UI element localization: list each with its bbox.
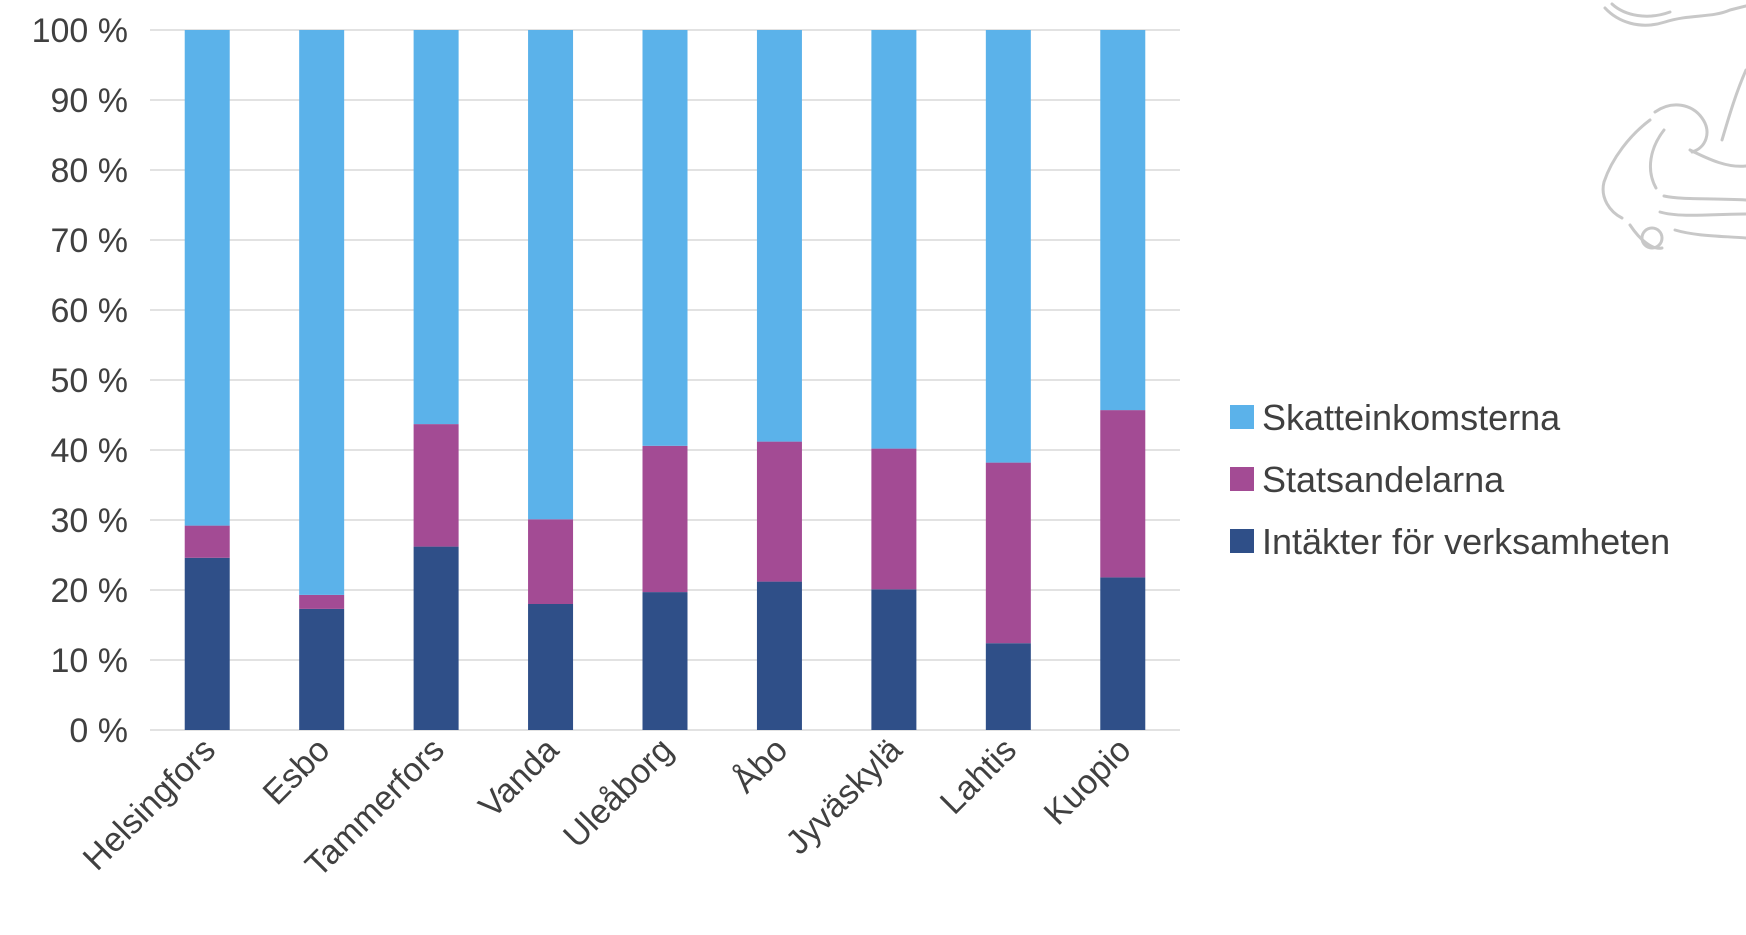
bar-segment	[642, 30, 688, 446]
bar-segment	[642, 445, 688, 593]
bar-segment	[299, 594, 345, 609]
y-tick-label: 90 %	[51, 82, 129, 120]
legend-label: Skatteinkomsterna	[1262, 397, 1561, 438]
x-category-label: Lahtis	[933, 731, 1024, 822]
bar-segment	[756, 441, 802, 582]
bar-segment	[1100, 410, 1146, 578]
legend-label: Intäkter för verksamheten	[1262, 521, 1670, 562]
bar-segment	[871, 30, 917, 449]
bar-segment	[871, 589, 917, 730]
bar-segment	[184, 525, 230, 558]
lion-emblem-icon	[1601, 2, 1746, 250]
bar-segment	[528, 519, 574, 604]
bar-segment	[1100, 30, 1146, 411]
x-category-label: Kuopio	[1037, 731, 1139, 833]
bar-segment	[413, 424, 459, 547]
legend-swatch	[1230, 467, 1254, 491]
bar-segment	[756, 581, 802, 730]
bar-segment	[413, 30, 459, 425]
bar-segment	[756, 30, 802, 442]
bar-segment	[184, 30, 230, 526]
y-tick-label: 50 %	[51, 362, 129, 400]
bar-segment	[642, 592, 688, 730]
y-tick-label: 70 %	[51, 222, 129, 260]
bar-segment	[184, 557, 230, 730]
y-tick-label: 0 %	[69, 712, 128, 750]
y-tick-label: 10 %	[51, 642, 129, 680]
bar-segment	[985, 30, 1031, 463]
bar-segment	[528, 604, 574, 730]
legend-label: Statsandelarna	[1262, 459, 1505, 500]
bar-segment	[299, 608, 345, 730]
bar-segment	[985, 462, 1031, 644]
x-category-label: Esbo	[256, 731, 338, 813]
bar-segment	[985, 643, 1031, 730]
x-category-label: Helsingfors	[76, 731, 223, 878]
y-tick-label: 80 %	[51, 152, 129, 190]
legend-swatch	[1230, 529, 1254, 553]
x-category-label: Åbo	[725, 731, 795, 801]
bar-segment	[871, 448, 917, 590]
x-category-label: Uleåborg	[556, 731, 680, 855]
y-tick-label: 100 %	[32, 12, 128, 50]
y-tick-label: 60 %	[51, 292, 129, 330]
x-category-label: Jyväskylä	[778, 731, 909, 862]
legend: Skatteinkomsterna Statsandelarna Intäkter …	[1230, 397, 1670, 562]
bar-segment	[413, 546, 459, 730]
y-tick-label: 20 %	[51, 572, 129, 610]
bar-segment	[299, 30, 345, 595]
y-tick-label: 30 %	[51, 502, 129, 540]
y-axis-tick-labels: 0 % 10 % 20 % 30 % 40 % 50 % 60 % 70 % 80 % 90 % 1…	[32, 12, 128, 750]
y-tick-label: 40 %	[51, 432, 129, 470]
bar-segment	[528, 30, 574, 520]
bar-segment	[1100, 577, 1146, 730]
bars	[184, 30, 1146, 730]
legend-swatch	[1230, 405, 1254, 429]
x-category-label: Vanda	[472, 731, 567, 826]
